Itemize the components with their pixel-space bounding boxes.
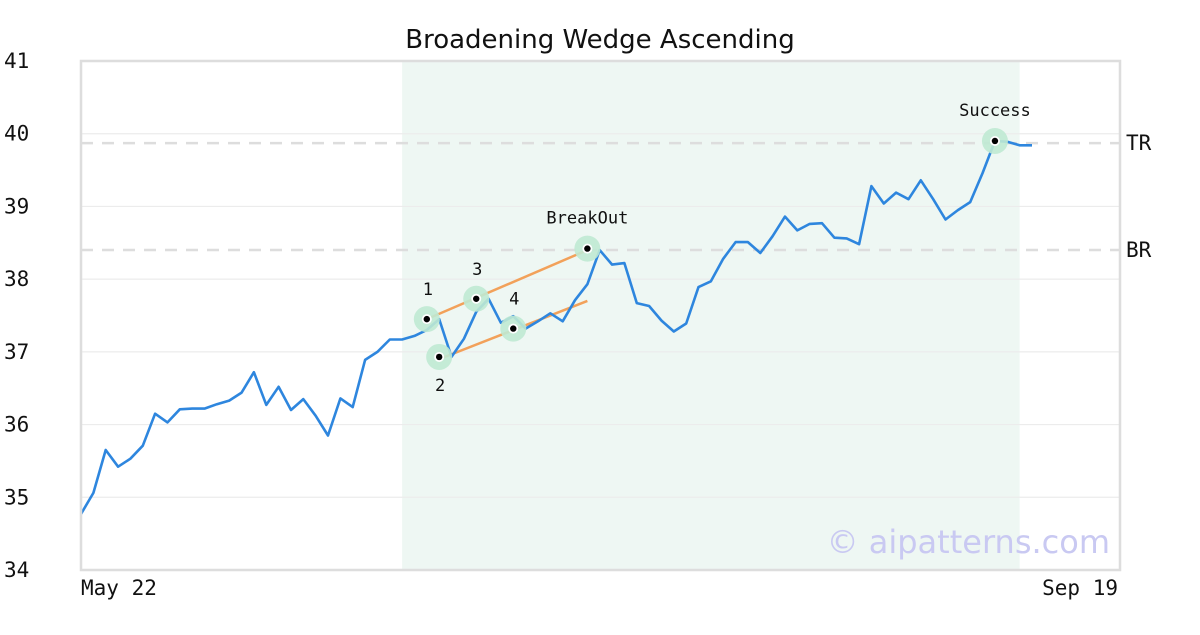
reference-lines: TR BR — [81, 131, 1152, 262]
annotation-success: Success — [959, 101, 1031, 121]
y-tick-label: 41 — [4, 49, 29, 73]
price-series-line — [79, 139, 1032, 515]
y-tick-label: 39 — [4, 194, 29, 218]
pivot-4-marker-dot — [510, 325, 517, 332]
pivot-3-marker-dot — [473, 295, 480, 302]
watermark: © aipatterns.com — [827, 523, 1110, 561]
y-tick-label: 37 — [4, 340, 29, 364]
reference-label-br: BR — [1126, 238, 1152, 262]
pivot-label-1: 1 — [423, 280, 433, 300]
y-tick-label: 40 — [4, 122, 29, 146]
x-tick-label-start: May 22 — [81, 576, 157, 600]
pivot-label-4: 4 — [509, 290, 519, 310]
chart-title: Broadening Wedge Ascending — [405, 25, 795, 55]
trend-line — [426, 248, 588, 321]
annotation-breakout: BreakOut — [546, 209, 628, 229]
reference-label-tr: TR — [1126, 131, 1152, 155]
annotations: 1 2 3 4 BreakOut Success — [423, 101, 1031, 396]
y-tick-label: 38 — [4, 267, 29, 291]
grid-lines — [81, 133, 1120, 498]
y-tick-label: 34 — [4, 558, 29, 582]
plot-frame — [79, 59, 1122, 572]
pivot-label-2: 2 — [435, 376, 445, 396]
pivot-1-marker-dot — [423, 315, 431, 323]
pattern-zone — [402, 61, 1020, 570]
x-tick-label-end: Sep 19 — [1042, 576, 1118, 600]
pivot-2-marker-dot — [435, 353, 443, 361]
breakout-marker-dot — [584, 245, 591, 252]
y-tick-label: 36 — [4, 413, 29, 437]
y-tick-label: 35 — [4, 485, 29, 509]
pivot-label-3: 3 — [472, 260, 482, 280]
pivot-markers — [413, 127, 1008, 370]
success-marker-dot — [991, 137, 999, 145]
y-axis-ticks: 34 35 36 37 38 39 40 41 — [4, 49, 29, 582]
